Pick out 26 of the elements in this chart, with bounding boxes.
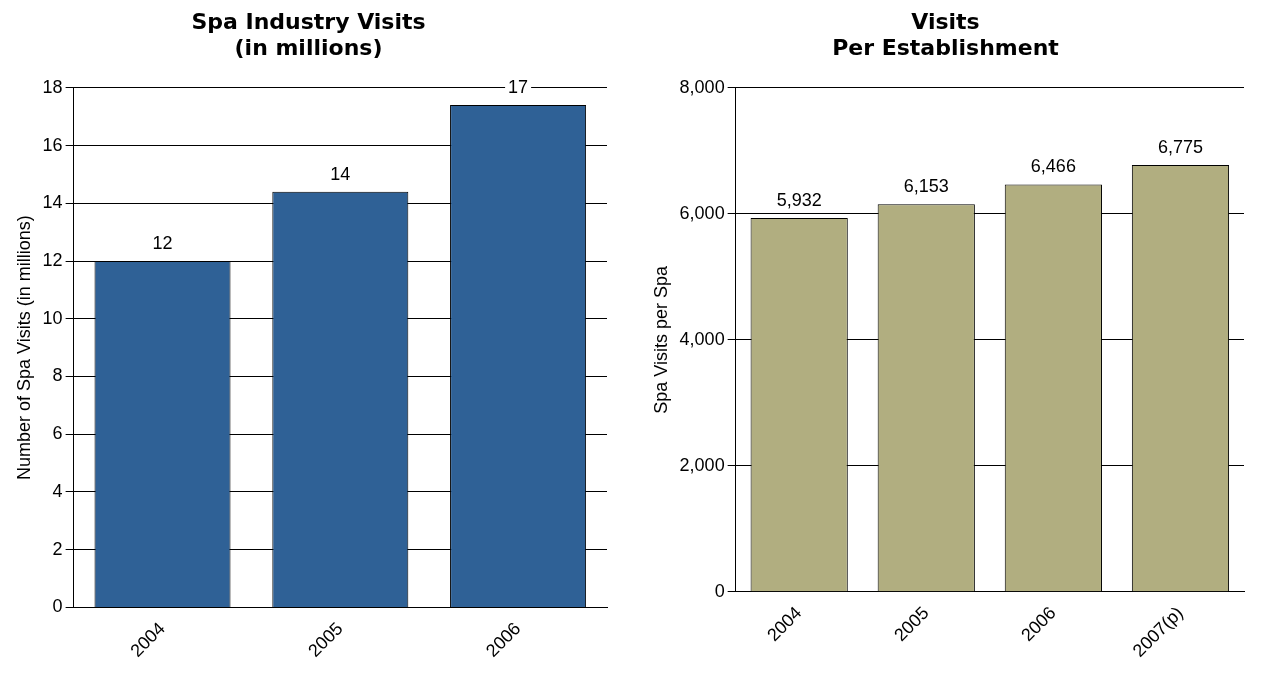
y-tick-label: 2,000: [679, 454, 725, 475]
data-label: 5,932: [776, 190, 822, 211]
y-tick-label: 6,000: [679, 202, 725, 223]
y-tick-label: 8: [52, 365, 63, 386]
data-label: 6,153: [903, 176, 949, 197]
y-tick-label: 4,000: [679, 328, 725, 349]
y-tick-label: 12: [42, 249, 63, 270]
data-label: 14: [330, 163, 351, 184]
y-tick-label: 14: [42, 192, 63, 213]
y-tick-label: 8,000: [679, 76, 725, 97]
data-label: 17: [508, 77, 529, 98]
y-tick-label: 10: [42, 307, 63, 328]
data-label: 6,466: [1030, 156, 1076, 177]
y-tick-label: 16: [42, 134, 63, 155]
y-tick-label: 18: [42, 76, 63, 97]
y-axis-title: Spa Visits per Spa: [650, 264, 671, 414]
y-tick-label: 4: [52, 480, 63, 501]
y-tick-label: 2: [52, 538, 63, 559]
data-label: 6,775: [1157, 136, 1203, 157]
y-tick-label: 0: [52, 596, 63, 617]
chart-title: Visits Per Establishment: [832, 8, 1060, 61]
y-tick-label: 0: [714, 580, 725, 601]
y-tick-label: 6: [52, 423, 63, 444]
chart-title: Spa Industry Visits (in millions): [191, 8, 426, 61]
y-axis-title: Number of Spa Visits (in millions): [13, 215, 34, 480]
data-label: 12: [152, 232, 173, 253]
